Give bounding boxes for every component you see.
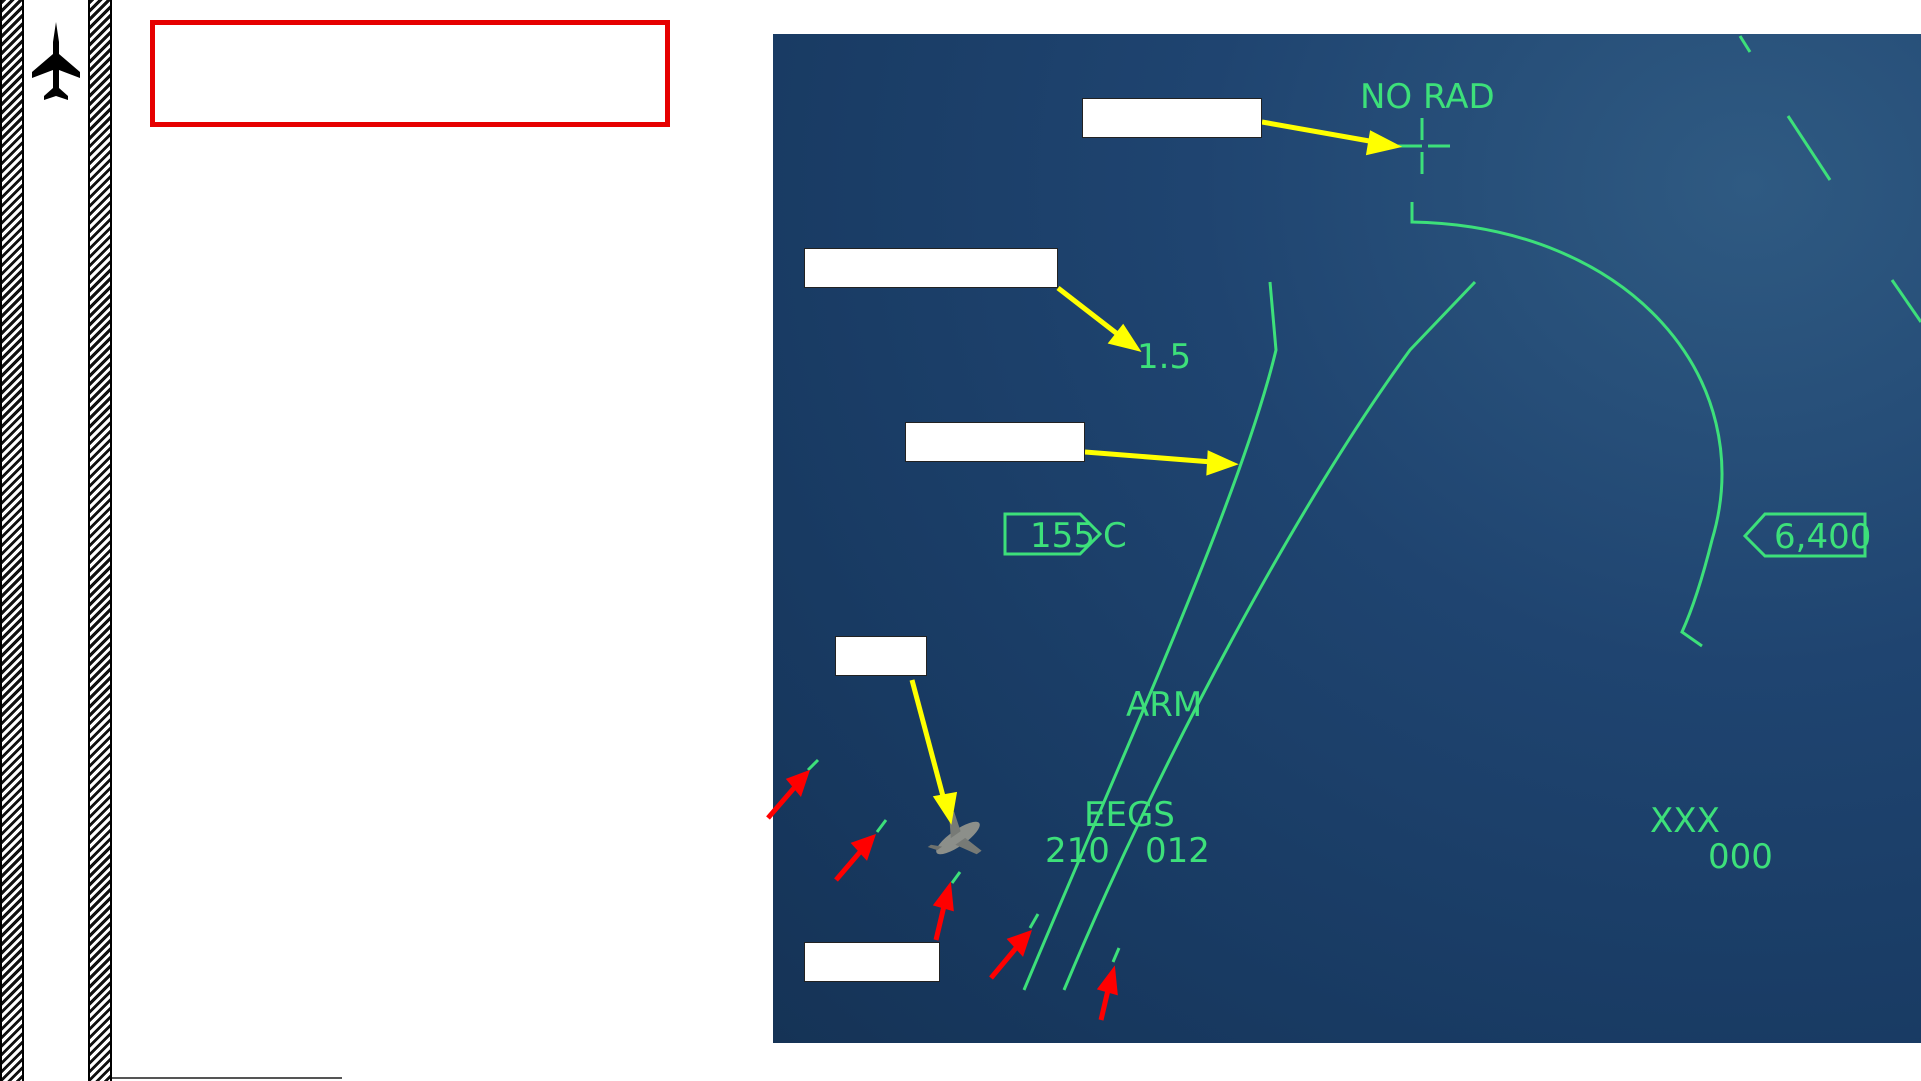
- callout-box-bullets: [804, 942, 940, 982]
- right-hatched-bar: [88, 0, 112, 1081]
- arrowhead-icon: [785, 769, 811, 798]
- zero-value: 000: [1708, 837, 1773, 877]
- pointer-arrow: [834, 850, 862, 882]
- eegs-left-value: 210: [1045, 831, 1110, 871]
- arrowhead-icon: [850, 833, 876, 861]
- hud-tick: [1738, 35, 1752, 53]
- bullet-dash: [806, 758, 820, 772]
- arrowhead-icon: [1096, 965, 1118, 996]
- xxx-label: XXX: [1650, 801, 1720, 841]
- callout-box-range: [804, 248, 1058, 288]
- callout-arrow: [1084, 449, 1213, 465]
- pointer-arrow: [933, 905, 947, 941]
- callout-arrow: [909, 679, 947, 801]
- bullet-dash: [875, 819, 888, 833]
- title-box: [150, 20, 670, 127]
- pointer-arrow: [766, 786, 796, 820]
- airspeed-suffix: C: [1103, 516, 1127, 556]
- altitude-value: 6,400: [1774, 517, 1871, 557]
- bullet-dash: [1111, 947, 1121, 963]
- altitude-box: [1742, 512, 1867, 558]
- callout-arrows: [909, 119, 1403, 825]
- pointer-arrow: [989, 946, 1018, 980]
- hud-screenshot: [773, 34, 1921, 1043]
- no-rad-label: NO RAD: [1360, 77, 1495, 117]
- pointer-arrow: [1098, 989, 1111, 1021]
- callout-arrow: [1056, 286, 1122, 338]
- arrowhead-icon: [1206, 450, 1239, 476]
- callout-box-target: [835, 636, 927, 676]
- pointer-arrows: [766, 769, 1118, 1021]
- bullet-dash: [1028, 913, 1040, 929]
- range-arc: [1410, 202, 1724, 648]
- airspeed-value: 155: [1030, 516, 1095, 556]
- arrowhead-icon: [932, 791, 958, 825]
- callout-arrow: [1261, 119, 1376, 145]
- crosshair-icon: [1395, 118, 1450, 174]
- eegs-label: EEGS: [1084, 795, 1175, 835]
- range-value: 1.5: [1137, 337, 1191, 377]
- arrowhead-icon: [1006, 929, 1032, 957]
- left-hatched-bar: [0, 0, 24, 1081]
- bullet-trail-right: [1062, 280, 1477, 991]
- arrowhead-icon: [932, 881, 954, 912]
- arrowhead-icon: [1107, 323, 1142, 352]
- callout-box-crosshair: [1082, 98, 1262, 138]
- bullet-dash: [950, 871, 962, 884]
- footer-divider: [112, 1077, 342, 1079]
- target-aircraft-icon: [927, 811, 982, 855]
- arrowhead-icon: [1365, 130, 1403, 156]
- callout-box-bullet-trail: [905, 422, 1085, 462]
- arm-status: ARM: [1126, 685, 1202, 725]
- bullet-trail-left: [1022, 281, 1278, 991]
- fighter-jet-icon: [32, 22, 80, 100]
- eegs-right-value: 012: [1145, 831, 1210, 871]
- hud-tick: [1890, 279, 1921, 323]
- hud-tick: [1786, 115, 1832, 181]
- hud-symbology: [806, 35, 1921, 991]
- airspeed-box: [1003, 512, 1103, 556]
